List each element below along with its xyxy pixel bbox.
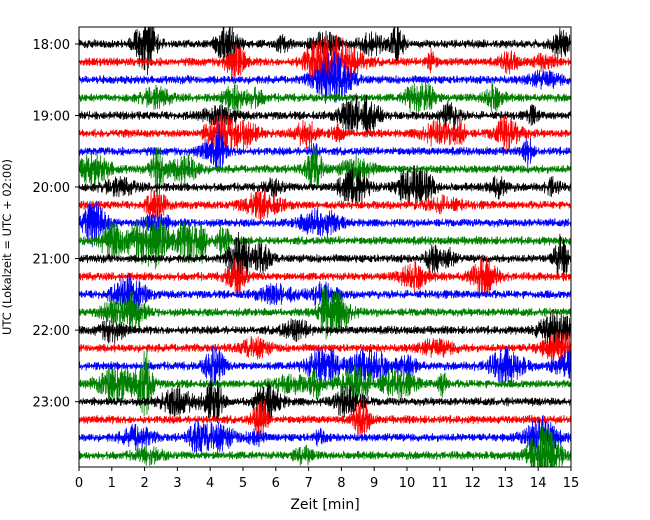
x-tick-label: 9 bbox=[370, 476, 378, 491]
y-tick-label: 20:00 bbox=[33, 181, 70, 196]
x-tick-label: 6 bbox=[272, 476, 280, 491]
seismogram-trace bbox=[79, 414, 571, 458]
seismogram-trace bbox=[79, 80, 571, 114]
y-axis-label: UTC (Lokalzeit = UTC + 02:00) bbox=[0, 159, 14, 335]
seismogram-trace bbox=[79, 113, 571, 153]
y-tick-label: 21:00 bbox=[33, 253, 70, 268]
seismogram-trace bbox=[79, 425, 571, 467]
x-tick-label: 13 bbox=[497, 476, 514, 491]
seismogram-trace bbox=[79, 331, 571, 364]
x-tick-label: 8 bbox=[337, 476, 345, 491]
x-tick-label: 0 bbox=[75, 476, 83, 491]
x-axis: 0 1 2 3 4 5 6 7 8 9 10 11 12 13 14 15 bbox=[75, 467, 579, 491]
seismogram-trace bbox=[79, 146, 571, 197]
y-axis: 18:00 19:00 20:00 21:00 22:00 23:00 bbox=[33, 38, 79, 411]
seismogram-trace bbox=[79, 165, 571, 209]
x-tick-label: 3 bbox=[173, 476, 181, 491]
plot-frame bbox=[78, 26, 572, 468]
x-tick-label: 5 bbox=[239, 476, 247, 491]
x-tick-label: 14 bbox=[530, 476, 547, 491]
x-tick-label: 10 bbox=[399, 476, 416, 491]
x-axis-label: Zeit [min] bbox=[290, 497, 359, 513]
y-tick-label: 23:00 bbox=[33, 396, 70, 411]
y-tick-label: 19:00 bbox=[33, 109, 70, 124]
seismogram-trace bbox=[79, 285, 571, 340]
seismogram-trace bbox=[79, 123, 571, 173]
x-tick-label: 7 bbox=[304, 476, 312, 491]
x-tick-label: 15 bbox=[563, 476, 580, 491]
seismogram-trace bbox=[79, 346, 571, 386]
seismogram-trace bbox=[79, 231, 571, 286]
seismogram-trace bbox=[79, 398, 571, 442]
seismogram-trace bbox=[79, 309, 571, 349]
y-tick-label: 18:00 bbox=[33, 38, 70, 53]
seismogram-trace bbox=[79, 349, 571, 417]
seismogram-trace bbox=[79, 51, 571, 104]
x-tick-label: 4 bbox=[206, 476, 214, 491]
x-tick-label: 1 bbox=[108, 476, 116, 491]
seismogram-trace bbox=[79, 200, 571, 248]
seismogram-trace bbox=[79, 378, 571, 424]
seismogram-trace bbox=[79, 34, 571, 89]
seismogram-trace bbox=[79, 255, 571, 298]
x-tick-label: 11 bbox=[432, 476, 449, 491]
seismogram-trace bbox=[79, 93, 571, 138]
x-tick-label: 2 bbox=[140, 476, 148, 491]
seismogram-trace bbox=[79, 215, 571, 270]
trace-group bbox=[79, 27, 571, 467]
y-tick-label: 22:00 bbox=[33, 324, 70, 339]
x-tick-label: 12 bbox=[464, 476, 481, 491]
seismogram-trace bbox=[79, 188, 571, 222]
